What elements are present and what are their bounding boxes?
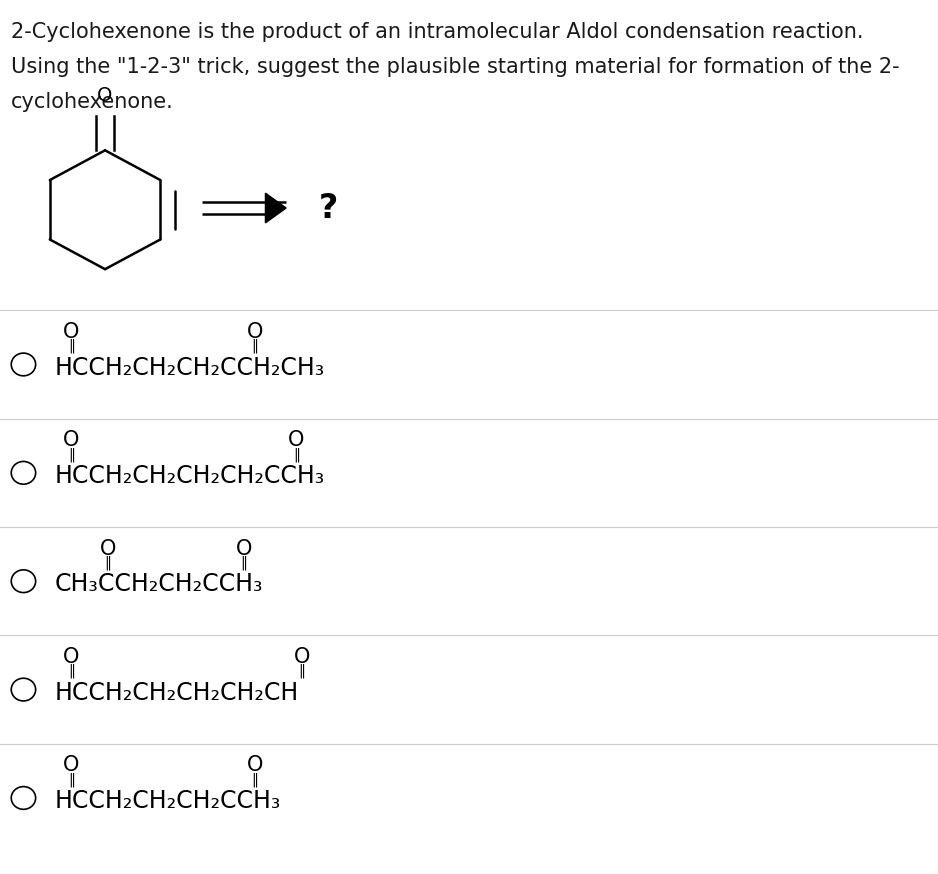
Text: ‖: ‖ [298, 664, 306, 678]
Text: O: O [235, 538, 252, 558]
Text: ‖: ‖ [68, 447, 75, 461]
Text: HCCH₂CH₂CH₂CCH₂CH₃: HCCH₂CH₂CH₂CCH₂CH₃ [54, 356, 325, 379]
Text: ‖: ‖ [293, 447, 300, 461]
Text: cyclohexenone.: cyclohexenone. [11, 92, 174, 112]
Text: ‖: ‖ [68, 339, 75, 353]
Text: Using the "1-2-3" trick, suggest the plausible starting material for formation o: Using the "1-2-3" trick, suggest the pla… [11, 57, 900, 77]
Text: O: O [294, 647, 310, 667]
Text: O: O [98, 87, 113, 106]
Text: ‖: ‖ [240, 556, 248, 570]
Text: HCCH₂CH₂CH₂CH₂CH: HCCH₂CH₂CH₂CH₂CH [54, 681, 298, 704]
Text: ‖: ‖ [104, 556, 112, 570]
Text: ‖: ‖ [68, 773, 75, 787]
Text: ‖: ‖ [68, 664, 75, 678]
Text: O: O [247, 322, 264, 342]
Text: O: O [99, 538, 116, 558]
Polygon shape [265, 193, 286, 223]
Text: O: O [63, 430, 80, 450]
Text: O: O [63, 755, 80, 775]
Text: 2-Cyclohexenone is the product of an intramolecular Aldol condensation reaction.: 2-Cyclohexenone is the product of an int… [11, 22, 864, 42]
Text: CH₃CCH₂CH₂CCH₃: CH₃CCH₂CH₂CCH₃ [54, 572, 263, 596]
Text: HCCH₂CH₂CH₂CCH₃: HCCH₂CH₂CH₂CCH₃ [54, 789, 280, 813]
Text: HCCH₂CH₂CH₂CH₂CCH₃: HCCH₂CH₂CH₂CH₂CCH₃ [54, 464, 325, 488]
Text: O: O [63, 322, 80, 342]
Text: ‖: ‖ [251, 773, 259, 787]
Text: ‖: ‖ [251, 339, 259, 353]
Text: ?: ? [319, 191, 339, 225]
Text: O: O [288, 430, 305, 450]
Text: O: O [63, 647, 80, 667]
Text: O: O [247, 755, 264, 775]
